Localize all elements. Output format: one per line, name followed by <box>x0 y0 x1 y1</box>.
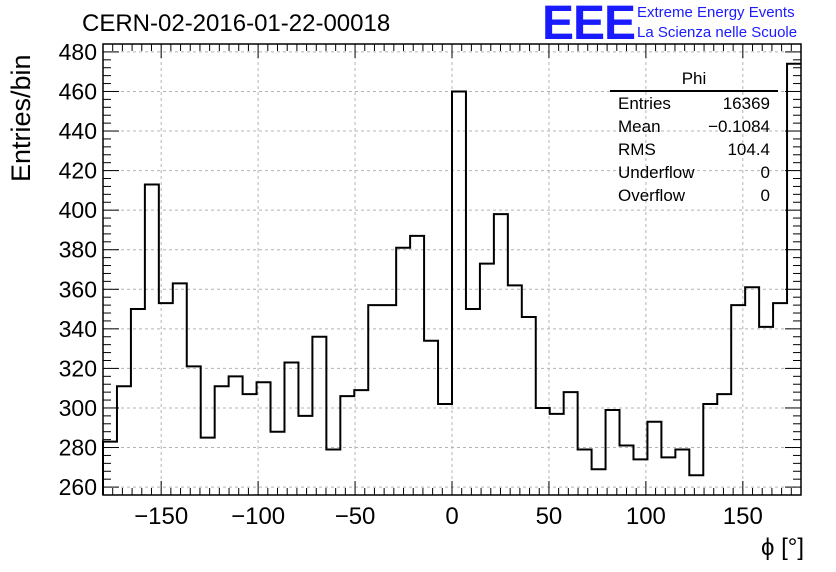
stats-row: RMS 104.4 <box>610 138 778 161</box>
histogram-line <box>102 62 801 495</box>
y-tick-label: 480 <box>59 39 97 65</box>
stats-label: Mean <box>618 117 661 136</box>
x-tick-label: −50 <box>335 503 376 530</box>
stats-value: −0.1084 <box>708 117 770 136</box>
stats-value: 16369 <box>722 94 770 113</box>
x-tick-label: −150 <box>134 503 188 530</box>
x-axis-label: ϕ [°] <box>760 534 804 561</box>
stats-box: Phi Entries 16369 Mean −0.1084 RMS 104.4 Un… <box>610 68 778 207</box>
y-tick-label: 260 <box>59 474 97 500</box>
y-tick-label: 280 <box>59 435 97 461</box>
eee-logo: EEE <box>542 0 636 50</box>
x-tick-label: −100 <box>231 503 285 530</box>
y-tick-label: 320 <box>59 355 97 381</box>
stats-row: Underflow 0 <box>610 161 778 184</box>
stats-title: Phi <box>610 68 778 92</box>
stats-row: Entries 16369 <box>610 92 778 115</box>
y-tick-label: 300 <box>59 395 97 421</box>
stats-label: Entries <box>618 94 671 113</box>
y-tick-label: 340 <box>59 316 97 342</box>
y-tick-label: 380 <box>59 237 97 263</box>
x-tick-label: 150 <box>723 503 763 530</box>
y-tick-label: 460 <box>59 78 97 104</box>
stats-value: 0 <box>760 186 770 205</box>
y-tick-label: 360 <box>59 276 97 302</box>
x-tick-label: 0 <box>445 503 458 530</box>
y-tick-label: 420 <box>59 158 97 184</box>
x-tick-label: 50 <box>536 503 563 530</box>
chart-title: CERN-02-2016-01-22-00018 <box>82 10 391 37</box>
logo-line-2: La Scienza nelle Scuole <box>637 24 798 41</box>
stats-label: RMS <box>618 140 656 159</box>
x-tick-label: 100 <box>626 503 666 530</box>
stats-row: Mean −0.1084 <box>610 115 778 138</box>
stats-label: Overflow <box>618 186 686 205</box>
y-tick-label: 400 <box>59 197 97 223</box>
stats-value: 0 <box>760 163 770 182</box>
stats-value: 104.4 <box>727 140 770 159</box>
y-tick-label: 440 <box>59 118 97 144</box>
stats-label: Underflow <box>618 163 695 182</box>
y-axis-label: Entries/bin <box>6 54 36 182</box>
logo-line-1: Extreme Energy Events <box>637 4 795 21</box>
stats-row: Overflow 0 <box>610 184 778 207</box>
